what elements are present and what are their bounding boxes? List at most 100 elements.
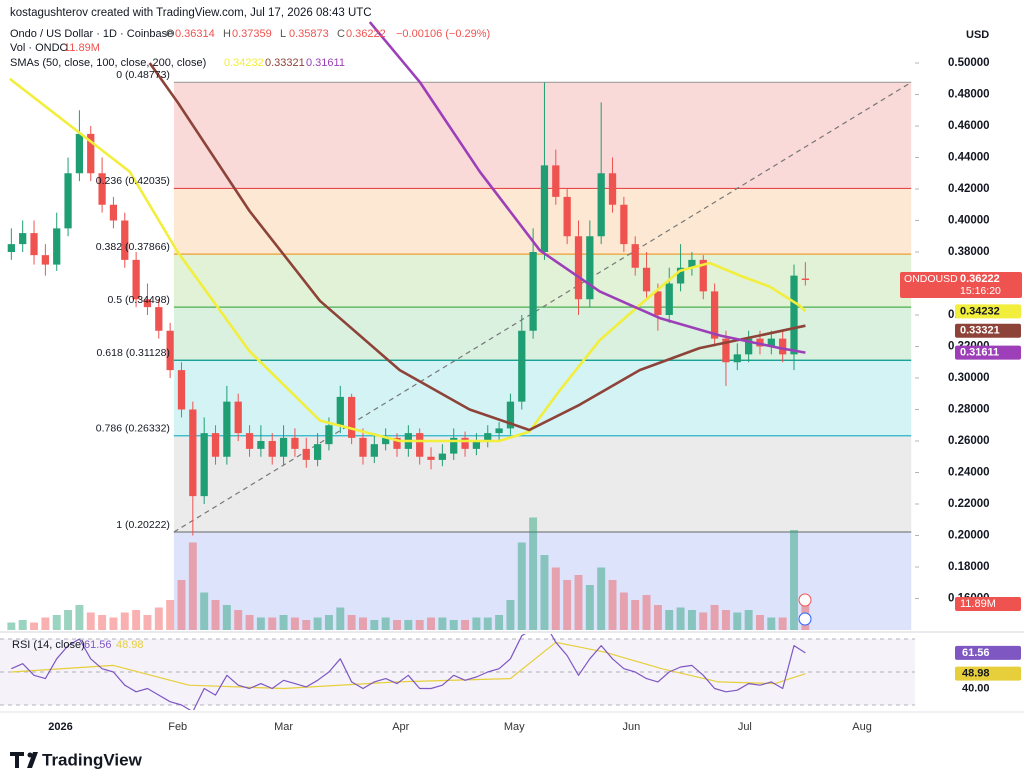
volume-bar xyxy=(347,615,356,630)
volume-bar xyxy=(574,575,583,630)
y-tick-label: 0.38000 xyxy=(948,246,990,258)
volume-bar xyxy=(597,567,606,630)
x-tick-label: 2026 xyxy=(48,721,72,733)
x-tick-label: Mar xyxy=(274,721,293,733)
sma-price-label: 0.34232 xyxy=(960,305,1000,317)
candle-body xyxy=(155,307,163,331)
volume-bar xyxy=(506,600,515,630)
candle-body xyxy=(75,133,84,174)
volume-bar xyxy=(404,620,413,630)
rsi-tick-label: 40.00 xyxy=(962,682,990,694)
candle-body xyxy=(393,437,401,449)
candle-body xyxy=(416,433,424,457)
candle-body xyxy=(41,255,50,265)
logo-icon xyxy=(10,752,38,768)
volume-bar xyxy=(529,517,538,630)
y-tick-label: 0.50000 xyxy=(948,57,990,69)
volume-bar xyxy=(132,610,141,630)
candle-body xyxy=(223,401,231,457)
sma-price-box xyxy=(955,323,1021,338)
candle-body xyxy=(529,252,537,331)
candle-body xyxy=(608,173,617,205)
volume-bar xyxy=(721,610,730,630)
sma-value: 0.31611 xyxy=(306,57,345,69)
volume-bar xyxy=(370,620,379,630)
volume-bar xyxy=(30,622,38,630)
candle-body xyxy=(779,338,787,355)
volume-bar xyxy=(86,612,95,630)
candle-body xyxy=(7,244,15,252)
sma-price-label: 0.33321 xyxy=(960,325,1000,337)
candle-body xyxy=(279,437,288,457)
symbol-title: Ondo / US Dollar · 1D · Coinbase xyxy=(10,28,173,40)
volume-bar xyxy=(687,610,696,630)
candle-body xyxy=(745,338,753,355)
volume-bar xyxy=(166,600,175,630)
candle-body xyxy=(563,196,571,237)
ohlc-value: 0.35873 xyxy=(289,28,329,40)
volume-bar xyxy=(517,542,526,630)
volume-bar xyxy=(52,615,61,630)
volume-bar xyxy=(177,580,186,630)
ohlc-letter: C xyxy=(337,28,345,40)
price-pane xyxy=(7,21,912,630)
rsi-ma-value: 48.98 xyxy=(116,639,144,651)
x-tick-label: Apr xyxy=(392,721,409,733)
overlay: 0 (0.48773) 0.236 (0.42035) 0.382 (0.37866… xyxy=(10,7,1022,733)
candle-body xyxy=(450,437,458,454)
x-tick-label: Feb xyxy=(168,721,187,733)
candle-body xyxy=(472,441,481,449)
candle-body xyxy=(722,338,730,363)
candle-body xyxy=(325,425,333,445)
volume-bar xyxy=(154,607,163,630)
candle-body xyxy=(245,433,254,449)
sma-price-box xyxy=(955,345,1021,360)
volume-bar xyxy=(120,612,129,630)
volume-bar xyxy=(540,555,549,630)
y-tick-label: 0.30000 xyxy=(948,372,990,384)
volume-bar xyxy=(608,580,617,630)
y-tick-label: 0.20000 xyxy=(948,530,990,542)
change-label: −0.00106 (−0.29%) xyxy=(396,28,490,40)
volume-bar xyxy=(200,592,209,630)
candle-body xyxy=(767,338,775,347)
volume-bar xyxy=(483,617,492,630)
volume-bar xyxy=(415,620,424,630)
candle-body xyxy=(495,428,503,434)
volume-bar xyxy=(18,620,27,630)
candle-body xyxy=(597,173,605,237)
volume-bar xyxy=(449,620,458,630)
candle-body xyxy=(438,453,447,460)
fib-label: 0.382 (0.37866) xyxy=(96,241,170,253)
volume-bar xyxy=(710,605,719,630)
y-tick-label: 0.48000 xyxy=(948,89,990,101)
logo-dot xyxy=(27,752,33,758)
volume-bar xyxy=(676,607,685,630)
fib-label: 0 (0.48773) xyxy=(116,69,170,81)
brand-logo: TradingView xyxy=(10,750,143,769)
rsi-title: RSI (14, close) xyxy=(12,639,85,651)
volume-bar xyxy=(381,617,390,630)
rsi-value: 61.56 xyxy=(84,639,112,651)
sma-value: 0.34232 xyxy=(224,57,264,69)
volume-bar xyxy=(744,610,753,630)
volume-bar xyxy=(313,617,322,630)
volume-bar xyxy=(324,615,333,630)
fib-label: 1 (0.20222) xyxy=(116,519,170,531)
volume-bar xyxy=(302,620,311,630)
candle-body xyxy=(427,456,435,460)
x-tick-label: Jun xyxy=(623,721,641,733)
sma-line xyxy=(148,62,806,432)
fib-band xyxy=(173,435,912,533)
volume-bar xyxy=(98,615,107,630)
candle-body xyxy=(166,330,174,371)
y-tick-label: 0.46000 xyxy=(948,120,990,132)
alert-icon xyxy=(798,593,812,607)
candle-body xyxy=(87,133,95,174)
rsi-box-label: 61.56 xyxy=(962,647,990,659)
countdown-label: 15:16:20 xyxy=(960,285,1001,297)
y-tick-label: 0.44000 xyxy=(948,152,990,164)
candle-body xyxy=(189,409,197,497)
candle-body xyxy=(506,401,515,429)
volume-bar xyxy=(585,585,594,630)
